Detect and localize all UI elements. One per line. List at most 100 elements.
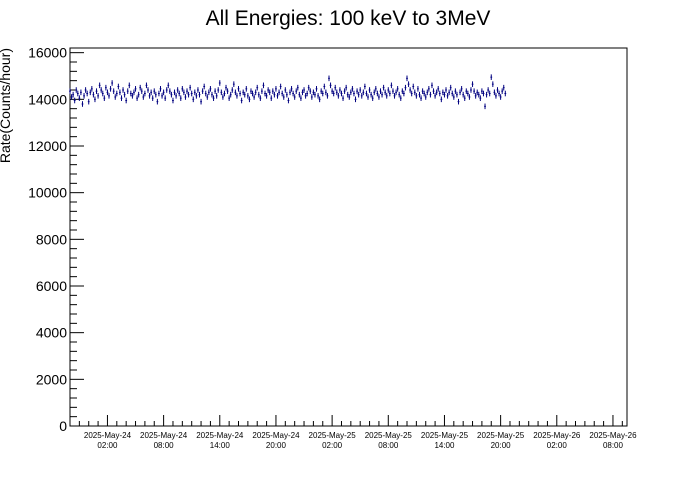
data-point (479, 95, 482, 101)
x-tick-label-time: 08:00 (154, 441, 175, 450)
data-point (362, 89, 365, 96)
data-point (181, 86, 184, 92)
data-point (212, 95, 215, 101)
data-point (100, 87, 103, 93)
data-point (109, 86, 112, 92)
x-tick-label-date: 2025-May-26 (533, 431, 581, 440)
data-point (406, 75, 408, 82)
y-tick-label: 6000 (36, 278, 67, 294)
data-point (298, 91, 301, 98)
data-point (331, 88, 334, 94)
data-point (225, 84, 227, 91)
data-point (457, 98, 460, 105)
data-point (351, 86, 354, 92)
data-point (498, 90, 500, 97)
data-point (303, 87, 305, 93)
data-point (502, 84, 505, 91)
data-point (273, 91, 276, 98)
data-point (267, 87, 270, 93)
data-point (279, 83, 282, 90)
data-point (115, 90, 118, 97)
y-tick-label: 8000 (36, 231, 67, 247)
x-tick-label-date: 2025-May-24 (140, 431, 188, 440)
data-point (410, 90, 413, 97)
y-tick-label: 0 (59, 418, 67, 434)
data-point (246, 93, 249, 99)
data-point (90, 86, 93, 92)
chart-title: All Energies: 100 keV to 3MeV (206, 7, 491, 30)
data-point (398, 91, 401, 98)
data-point (379, 88, 382, 94)
data-point (204, 90, 207, 97)
data-point (179, 95, 182, 101)
data-point (349, 89, 352, 96)
data-point (407, 81, 410, 87)
data-point (443, 91, 446, 98)
data-point (315, 86, 318, 92)
data-point (154, 91, 157, 98)
data-point (300, 95, 302, 101)
data-point (343, 88, 346, 94)
data-point (296, 84, 299, 91)
data-point (125, 97, 128, 104)
data-point (449, 84, 452, 91)
data-point (231, 87, 234, 93)
data-point (254, 89, 257, 96)
x-tick-label-date: 2025-May-24 (252, 431, 300, 440)
data-point (373, 89, 376, 96)
data-point (151, 95, 154, 101)
data-point (396, 86, 399, 92)
data-series (69, 74, 507, 110)
data-point (139, 84, 142, 91)
data-point (340, 90, 343, 97)
data-point (463, 95, 466, 101)
data-point (466, 90, 469, 97)
y-axis-label: Rate(Counts/hour) (0, 48, 13, 163)
data-point (459, 89, 461, 96)
data-point (134, 86, 137, 92)
data-point (292, 90, 295, 97)
data-point (201, 88, 204, 94)
data-point (435, 89, 438, 96)
data-point (382, 84, 385, 91)
x-tick-label-time: 08:00 (603, 441, 624, 450)
data-point (491, 81, 494, 87)
data-point (378, 94, 380, 100)
data-point (480, 88, 483, 94)
data-point (122, 87, 124, 93)
x-tick-label-date: 2025-May-24 (84, 431, 132, 440)
data-point (392, 88, 394, 94)
data-point (198, 91, 201, 98)
data-point (170, 91, 173, 98)
x-tick-label-time: 14:00 (210, 441, 231, 450)
data-point (339, 87, 341, 93)
x-tick-label-date: 2025-May-25 (365, 431, 413, 440)
data-point (214, 88, 217, 94)
data-point (222, 94, 224, 100)
data-point (438, 90, 441, 97)
data-point (418, 91, 421, 98)
data-point (390, 82, 393, 89)
data-point (395, 89, 397, 96)
data-point (320, 88, 323, 94)
data-point (87, 98, 90, 105)
data-point (207, 89, 210, 96)
data-point (448, 89, 451, 96)
data-point (237, 86, 240, 92)
x-tick-label-date: 2025-May-25 (309, 431, 357, 440)
data-point (437, 86, 440, 92)
data-point (108, 93, 110, 99)
data-point (165, 87, 168, 93)
data-point (482, 90, 485, 97)
data-point (186, 88, 188, 94)
x-tick-label-time: 08:00 (378, 441, 399, 450)
data-point (268, 89, 271, 96)
data-point (243, 91, 246, 98)
y-tick-label: 10000 (28, 185, 67, 201)
data-point (441, 89, 444, 96)
data-point (104, 84, 107, 91)
data-point (487, 87, 490, 93)
data-point (420, 95, 422, 101)
data-point (445, 87, 447, 93)
data-point (462, 91, 465, 98)
